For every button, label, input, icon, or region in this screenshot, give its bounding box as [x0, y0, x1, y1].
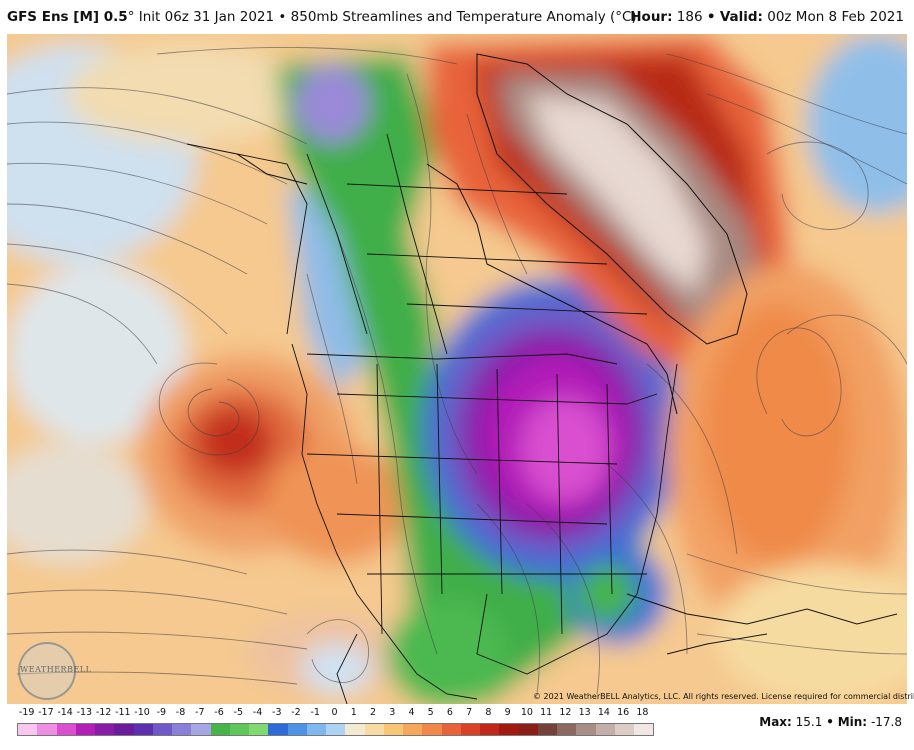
copyright-notice: © 2021 WeatherBELL Analytics, LLC. All r…: [533, 692, 914, 701]
colorbar-swatch: [634, 724, 654, 735]
colorbar-swatch: [95, 724, 115, 735]
colorbar-tick-label: 11: [540, 707, 553, 718]
colorbar-swatch: [595, 724, 615, 735]
min-label: Min:: [837, 715, 868, 729]
colorbar-tick-label: 1: [350, 707, 357, 718]
colorbar-swatch: [249, 724, 269, 735]
colorbar-tick-label: 7: [466, 707, 473, 718]
title-bullet: •: [278, 9, 287, 25]
colorbar-tick-label: 2: [369, 707, 377, 718]
valid-value: 00z Mon 8 Feb 2021: [767, 9, 904, 25]
colorbar-swatch: [499, 724, 519, 735]
map-canvas: [7, 34, 907, 704]
max-value: 15.1: [795, 715, 823, 729]
map-header: GFS Ens [M] 0.5° Init 06z 31 Jan 2021 • …: [0, 0, 914, 34]
colorbar-swatch: [345, 724, 365, 735]
colorbar-swatch: [268, 724, 288, 735]
colorbar-swatch: [576, 724, 596, 735]
colorbar-swatch: [480, 724, 500, 735]
max-label: Max:: [759, 715, 792, 729]
colorbar-tick-label: 12: [559, 707, 572, 718]
colorbar-tick-label: -1: [310, 707, 320, 718]
colorbar-tick-label: 18: [636, 707, 649, 718]
colorbar-tick-label: 6: [446, 707, 453, 718]
colorbar-tick-label: 13: [578, 707, 591, 718]
min-value: -17.8: [870, 715, 902, 729]
streamlines: [7, 47, 907, 695]
anomaly-field: [7, 34, 907, 704]
colorbar-swatch: [383, 724, 403, 735]
valid-bullet: •: [706, 9, 716, 25]
colorbar-swatch: [614, 724, 634, 735]
colorbar-tick-label: -12: [95, 707, 112, 718]
anomaly-colorbar: [17, 723, 654, 736]
degree-mark: °: [127, 9, 135, 25]
model-name: GFS Ens [M] 0.5: [7, 9, 128, 25]
colorbar-swatch: [172, 724, 192, 735]
forecast-time: Hour: 186 • Valid: 00z Mon 8 Feb 2021: [630, 0, 904, 34]
colorbar-swatch: [364, 724, 384, 735]
init-time: Init 06z 31 Jan 2021: [138, 9, 275, 25]
stats-separator: •: [826, 715, 834, 729]
colorbar-swatch: [75, 724, 95, 735]
colorbar-swatch: [306, 724, 326, 735]
colorbar-tick-label: 10: [520, 707, 533, 718]
colorbar-swatch: [210, 724, 230, 735]
colorbar-tick-label: -19: [18, 707, 35, 718]
colorbar-tick-label: 16: [617, 707, 630, 718]
hour-value: 186: [676, 9, 703, 25]
colorbar-swatch: [537, 724, 557, 735]
colorbar-tick-label: -4: [252, 707, 263, 718]
weatherbell-logo: WEATHERBELL: [18, 642, 92, 700]
coastlines: [186, 53, 898, 655]
colorbar-swatch: [152, 724, 172, 735]
colorbar-tick-label: 3: [389, 707, 396, 718]
colorbar-tick-label: -17: [38, 707, 54, 718]
colorbar-swatch: [557, 724, 577, 735]
colorbar-tick-label: -14: [57, 707, 73, 718]
colorbar-swatch: [56, 724, 76, 735]
map-title: GFS Ens [M] 0.5° Init 06z 31 Jan 2021 • …: [7, 0, 637, 34]
colorbar-swatch: [18, 724, 38, 735]
colorbar-tick-label: -9: [156, 707, 167, 718]
product-name: 850mb Streamlines and Temperature Anomal…: [290, 9, 637, 25]
colorbar-tick-label: -13: [76, 707, 93, 718]
colorbar-swatch: [422, 724, 442, 735]
colorbar-swatch: [403, 724, 423, 735]
logo-text: WEATHERBELL: [20, 665, 92, 674]
colorbar-tick-label: 4: [408, 707, 415, 718]
valid-label: Valid:: [719, 9, 763, 25]
colorbar-swatch: [37, 724, 57, 735]
colorbar-tick-label: -10: [134, 707, 150, 718]
colorbar-tick-label: -11: [115, 707, 131, 718]
colorbar-swatch: [518, 724, 538, 735]
colorbar-swatch: [287, 724, 307, 735]
colorbar-tick-label: 5: [427, 707, 434, 718]
colorbar-tick-label: -7: [195, 707, 205, 718]
colorbar-tick-label: -6: [214, 707, 224, 718]
colorbar-swatch: [133, 724, 153, 735]
colorbar-tick-label: 14: [597, 707, 610, 718]
colorbar-tick-label: -5: [233, 707, 244, 718]
colorbar-swatch: [326, 724, 346, 735]
colorbar-swatch: [441, 724, 461, 735]
temperature-anomaly-map[interactable]: [7, 34, 907, 704]
colorbar-tick-label: 0: [331, 707, 338, 718]
hour-label: Hour:: [630, 9, 673, 25]
colorbar-swatch: [114, 724, 134, 735]
max-min-stats: Max: 15.1 • Min: -17.8: [759, 715, 902, 729]
colorbar-ticks: -19 -17 -14 -13 -12 -11 -10 -9 -8 -7 -6 -5 -4 -3 -2 -1 0…: [17, 707, 652, 721]
colorbar-swatch: [229, 724, 249, 735]
colorbar-tick-label: -3: [272, 707, 282, 718]
colorbar-swatch: [460, 724, 480, 735]
colorbar-tick-label: -8: [175, 707, 186, 718]
colorbar-tick-label: -2: [291, 707, 301, 718]
colorbar-tick-label: 8: [485, 707, 492, 718]
political-borders: [236, 133, 678, 704]
colorbar-swatch: [191, 724, 211, 735]
colorbar-tick-label: 9: [504, 707, 511, 718]
